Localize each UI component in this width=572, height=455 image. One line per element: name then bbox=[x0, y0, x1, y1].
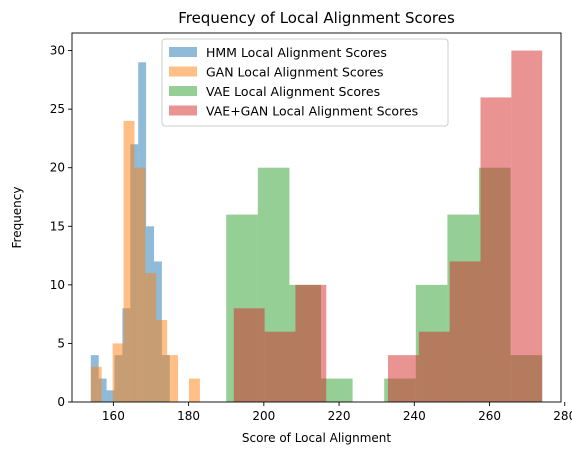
chart-title: Frequency of Local Alignment Scores bbox=[178, 9, 455, 27]
legend-entry: GAN Local Alignment Scores bbox=[206, 65, 383, 80]
bar bbox=[90, 366, 102, 402]
legend-entry: HMM Local Alignment Scores bbox=[206, 45, 387, 60]
y-tick-label: 10 bbox=[50, 278, 65, 292]
bar bbox=[112, 343, 124, 402]
legend-entry: VAE Local Alignment Scores bbox=[206, 84, 380, 99]
bar bbox=[295, 284, 327, 402]
x-tick-label: 160 bbox=[102, 409, 125, 423]
bar bbox=[387, 355, 419, 402]
x-tick-label: 280 bbox=[553, 409, 572, 423]
y-axis-ticks: 0 5 10 15 20 25 30 bbox=[50, 44, 72, 409]
bar bbox=[418, 331, 450, 402]
bars-layer bbox=[90, 50, 543, 403]
y-tick-label: 5 bbox=[57, 336, 65, 350]
legend: HMM Local Alignment Scores GAN Local Alig… bbox=[161, 38, 449, 127]
legend-box bbox=[161, 38, 449, 127]
y-tick-label: 20 bbox=[50, 161, 65, 175]
legend-entry: VAE+GAN Local Alignment Scores bbox=[206, 104, 418, 119]
x-axis-label: Score of Local Alignment bbox=[242, 431, 391, 445]
legend-swatch bbox=[169, 105, 197, 116]
bar bbox=[98, 378, 107, 402]
series-2 bbox=[90, 120, 200, 402]
x-tick-label: 200 bbox=[252, 409, 275, 423]
bar bbox=[156, 320, 168, 402]
bar bbox=[134, 167, 146, 402]
legend-swatch bbox=[169, 47, 197, 57]
legend-swatch bbox=[169, 86, 197, 96]
y-axis-label: Frequency bbox=[10, 187, 24, 249]
bar bbox=[449, 261, 481, 402]
bar bbox=[480, 97, 512, 402]
bar bbox=[188, 378, 200, 402]
bar bbox=[145, 273, 157, 402]
bar bbox=[511, 50, 543, 402]
y-tick-label: 30 bbox=[50, 44, 65, 58]
plot-frame bbox=[71, 32, 562, 403]
bar bbox=[167, 355, 179, 402]
bar bbox=[233, 308, 265, 402]
bar bbox=[264, 331, 296, 402]
y-tick-label: 0 bbox=[57, 395, 65, 409]
bar bbox=[106, 390, 115, 402]
y-tick-label: 25 bbox=[50, 102, 65, 116]
series-4 bbox=[233, 50, 543, 402]
bar bbox=[123, 120, 135, 402]
bar bbox=[321, 378, 353, 402]
x-axis-ticks: 160 180 200 220 240 260 280 bbox=[102, 402, 572, 423]
legend-swatch bbox=[169, 66, 197, 77]
x-tick-label: 240 bbox=[403, 409, 426, 423]
x-tick-label: 260 bbox=[478, 409, 501, 423]
y-tick-label: 15 bbox=[50, 219, 65, 233]
x-tick-label: 220 bbox=[328, 409, 351, 423]
x-tick-label: 180 bbox=[177, 409, 200, 423]
